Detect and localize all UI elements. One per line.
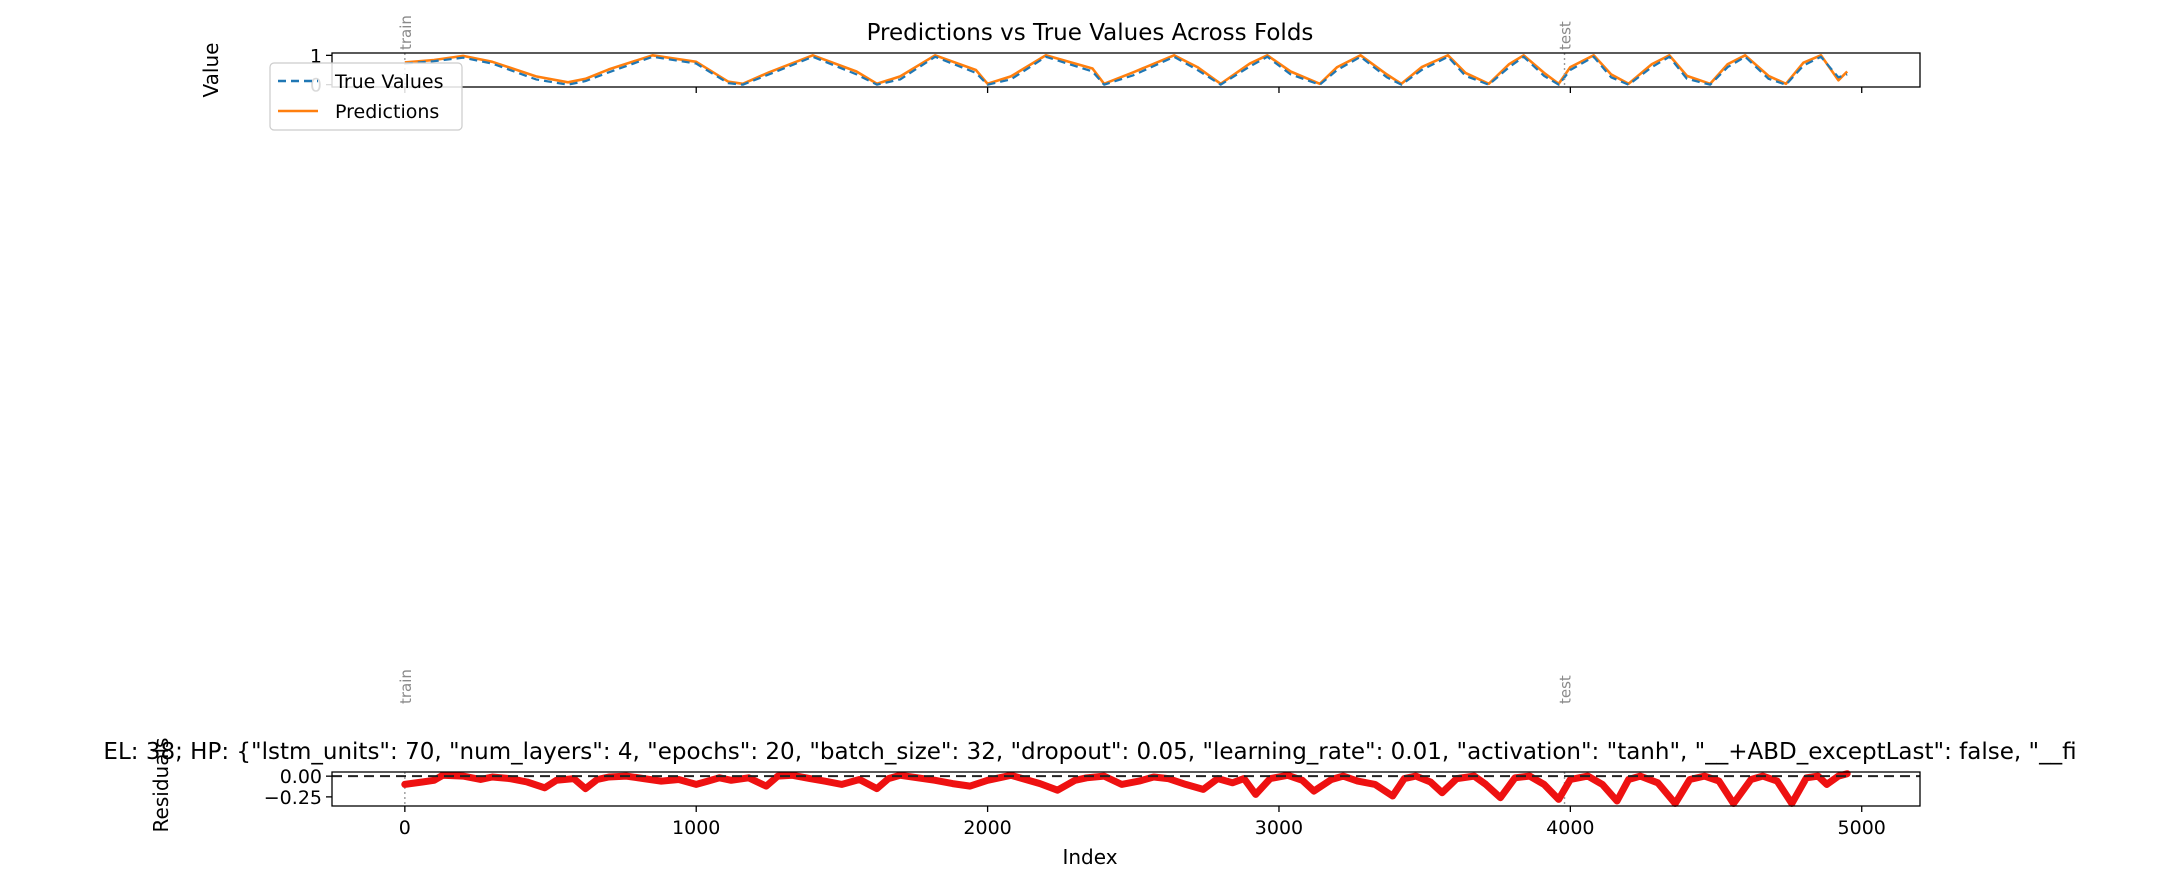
top-series-group xyxy=(404,54,1849,86)
bottom-chart-title: EL: 38; HP: {"lstm_units": 70, "num_laye… xyxy=(103,739,2076,765)
bottom-y-axis-label: Residuals xyxy=(149,738,173,833)
top-x-ticks xyxy=(404,87,1863,93)
residuals-subplot: EL: 38; HP: {"lstm_units": 70, "num_laye… xyxy=(103,669,2076,869)
bottom-ytick-label: 0.00 xyxy=(280,766,322,788)
top-split-label: train xyxy=(397,15,415,50)
bottom-ytick-label: −0.25 xyxy=(264,787,322,809)
top-ytick-label: 1 xyxy=(310,45,322,67)
bottom-series-group xyxy=(332,770,1920,807)
bottom-xtick-label: 3000 xyxy=(1255,817,1303,839)
predictions-line xyxy=(404,54,1849,86)
top-y-axis-label: Value xyxy=(199,43,223,98)
bottom-xtick-label: 4000 xyxy=(1546,817,1594,839)
bottom-y-ticks: 0.00−0.25 xyxy=(264,766,332,809)
predictions-subplot: Predictions vs True Values Across Folds … xyxy=(199,15,1921,131)
true-values-line xyxy=(404,55,1848,86)
bottom-xtick-label: 2000 xyxy=(963,817,1011,839)
bottom-split-markers: train test xyxy=(397,669,1575,806)
bottom-axes-frame xyxy=(331,771,1921,807)
top-chart-title: Predictions vs True Values Across Folds xyxy=(867,20,1314,46)
legend-predictions-label: Predictions xyxy=(335,101,439,123)
bottom-xtick-label: 1000 xyxy=(672,817,720,839)
top-split-label: test xyxy=(1557,21,1575,50)
legend-true-values-label: True Values xyxy=(334,71,443,93)
bottom-x-axis-label: Index xyxy=(1062,845,1117,869)
bottom-split-label: train xyxy=(397,669,415,704)
bottom-xtick-label: 5000 xyxy=(1838,817,1886,839)
residuals-line xyxy=(401,770,1851,807)
legend: True Values Predictions xyxy=(269,62,463,131)
bottom-x-ticks: 0 1000 2000 3000 4000 5000 xyxy=(399,806,1886,839)
bottom-xtick-label: 0 xyxy=(399,817,411,839)
bottom-split-label: test xyxy=(1557,675,1575,704)
